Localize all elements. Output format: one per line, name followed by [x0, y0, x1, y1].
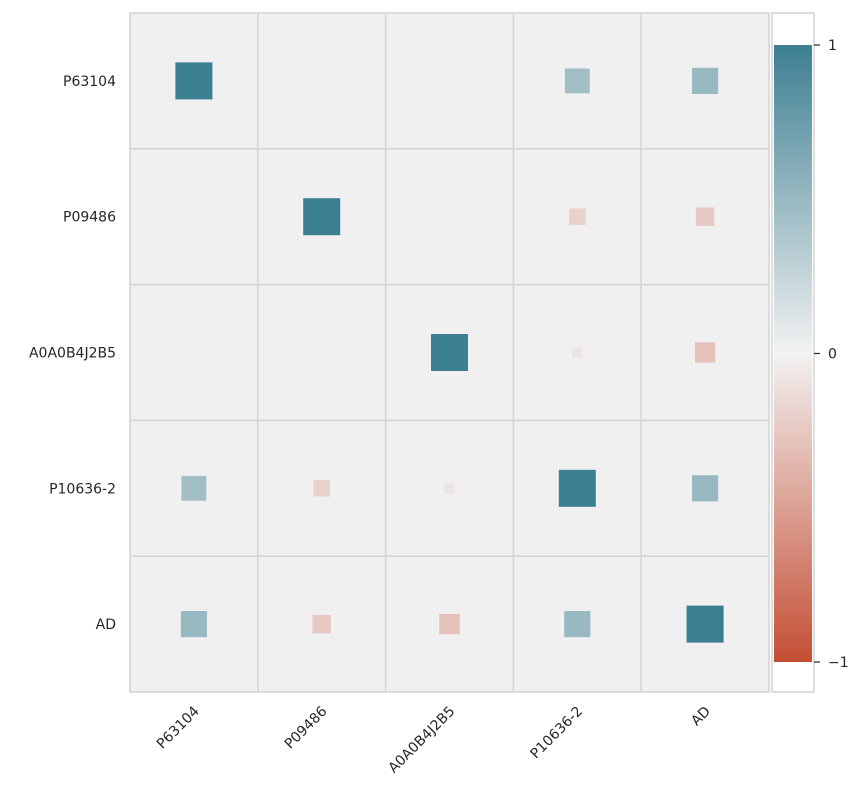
- heatmap-cell-P63104-AD: [692, 67, 719, 94]
- heatmap-cell-P10636-2-P10636-2: [558, 469, 596, 507]
- x-tick-label: AD: [688, 704, 714, 730]
- heatmap-cell-P09486-P09486: [303, 198, 341, 236]
- heatmap-cell-P10636-2-AD: [692, 475, 719, 502]
- heatmap-cell-AD-A0A0B4J2B5: [439, 613, 460, 635]
- heatmap-cell-A0A0B4J2B5-P10636-2: [572, 347, 583, 358]
- x-tick-label: A0A0B4J2B5: [385, 704, 458, 777]
- colorbar-tick-label: 0: [828, 347, 837, 363]
- heatmap-cell-P10636-2-A0A0B4J2B5: [444, 483, 455, 494]
- colorbar-gradient: [774, 45, 812, 662]
- heatmap-cell-A0A0B4J2B5-AD: [694, 342, 716, 363]
- heatmap-cell-AD-P63104: [180, 611, 207, 638]
- heatmap-cell-A0A0B4J2B5-P09486: [319, 349, 325, 356]
- heatmap-cell-P09486-A0A0B4J2B5: [446, 214, 453, 220]
- heatmap-cell-P63104-P10636-2: [564, 68, 590, 94]
- heatmap-cell-P09486-AD: [695, 207, 715, 226]
- heatmap-cell-P63104-P63104: [175, 62, 213, 100]
- x-axis-tick-labels: P63104 P09486 A0A0B4J2B5 P10636-2 AD: [154, 703, 714, 776]
- heatmap-cell-A0A0B4J2B5-P63104: [191, 349, 197, 356]
- y-tick-label: P09486: [63, 210, 116, 226]
- heatmap-cell-P10636-2-P63104: [181, 475, 207, 501]
- x-tick-label: P63104: [154, 703, 203, 752]
- x-tick-label: P10636-2: [527, 704, 586, 763]
- y-tick-label: P63104: [63, 74, 116, 90]
- heatmap-cell-A0A0B4J2B5-A0A0B4J2B5: [431, 334, 468, 371]
- x-tick-label: P09486: [282, 703, 331, 752]
- y-tick-label: A0A0B4J2B5: [29, 346, 116, 362]
- y-tick-label: AD: [96, 617, 116, 633]
- heatmap-cells: [175, 62, 724, 643]
- y-axis-tick-labels: P63104 P09486 A0A0B4J2B5 P10636-2 AD: [29, 74, 116, 633]
- grid-lines: [130, 13, 769, 692]
- colorbar-tick-label: 1: [828, 38, 837, 54]
- heatmap-cell-AD-P09486: [312, 614, 331, 634]
- colorbar-tick-label: −1: [828, 655, 849, 671]
- heatmap-cell-AD-AD: [686, 605, 724, 643]
- y-tick-label: P10636-2: [49, 481, 116, 497]
- heatmap-cell-P09486-P10636-2: [569, 208, 586, 225]
- colorbar-ticks: 1 0 −1: [814, 38, 849, 671]
- heatmap-cell-P10636-2-P09486: [313, 480, 330, 497]
- heatmap-cell-P63104-A0A0B4J2B5: [446, 78, 453, 84]
- heatmap-cell-AD-P10636-2: [564, 611, 591, 638]
